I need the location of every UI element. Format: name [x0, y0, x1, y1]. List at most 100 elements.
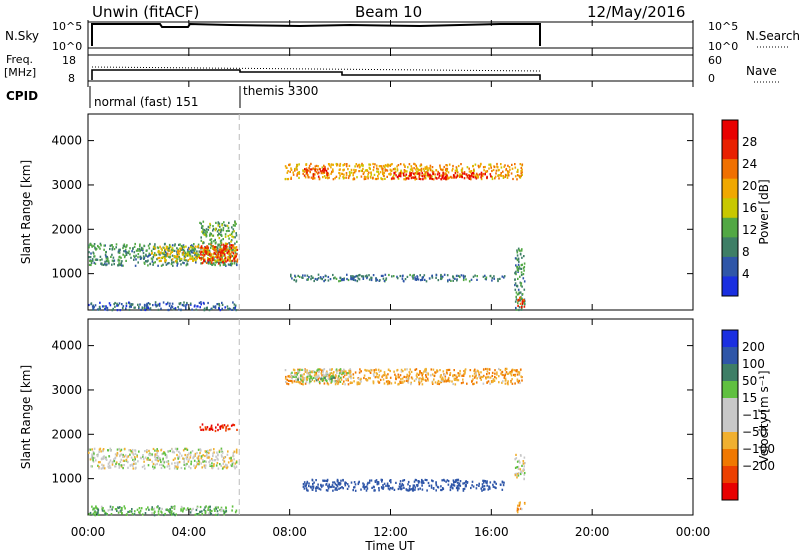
heatmap-cell: [515, 474, 518, 477]
heatmap-cell: [160, 259, 162, 262]
heatmap-cell: [297, 371, 299, 374]
heatmap-cell: [415, 168, 417, 171]
heatmap-cell: [365, 378, 368, 381]
nsearch-label: N.Search: [746, 29, 800, 43]
heatmap-cell: [294, 374, 296, 377]
heatmap-cell: [147, 305, 149, 308]
heatmap-cell: [524, 502, 526, 505]
heatmap-cell: [305, 487, 308, 490]
heatmap-cell: [501, 381, 503, 384]
heatmap-cell: [117, 511, 120, 514]
heatmap-cell: [472, 275, 475, 278]
heatmap-cell: [391, 177, 393, 180]
heatmap-cell: [449, 371, 452, 375]
heatmap-cell: [325, 489, 328, 492]
heatmap-cell: [303, 481, 306, 484]
heatmap-cell: [205, 251, 208, 254]
heatmap-cell: [125, 259, 127, 262]
heatmap-cell: [387, 487, 390, 490]
heatmap-cell: [165, 252, 168, 255]
heatmap-cell: [470, 486, 472, 490]
heatmap-cell: [427, 172, 429, 175]
heatmap-cell: [96, 454, 99, 458]
heatmap-cell: [303, 170, 306, 173]
heatmap-cell: [372, 274, 375, 277]
heatmap-cell: [443, 177, 446, 180]
heatmap-cell: [315, 485, 318, 489]
heatmap-cell: [507, 383, 509, 386]
heatmap-cell: [520, 172, 522, 175]
heatmap-cell: [490, 175, 492, 178]
heatmap-cell: [221, 467, 224, 470]
heatmap-cell: [193, 247, 195, 250]
heatmap-cell: [305, 381, 308, 384]
heatmap-cell: [163, 246, 165, 249]
heatmap-cell: [195, 508, 198, 512]
heatmap-cell: [216, 230, 219, 233]
heatmap-cell: [353, 486, 356, 489]
heatmap-cell: [145, 253, 147, 256]
heatmap-cell: [193, 454, 196, 457]
heatmap-cell: [335, 381, 338, 384]
y-tick-label: 3000: [51, 383, 82, 397]
heatmap-cell: [140, 257, 143, 260]
heatmap-cell: [232, 244, 235, 247]
heatmap-cell: [142, 454, 144, 457]
heatmap-cell: [189, 507, 192, 511]
heatmap-cell: [483, 169, 485, 172]
heatmap-cell: [216, 249, 219, 252]
heatmap-cell: [201, 466, 203, 469]
heatmap-cell: [501, 481, 504, 484]
heatmap-cell: [509, 372, 512, 375]
heatmap-cell: [522, 267, 525, 270]
heatmap-cell: [215, 261, 217, 264]
heatmap-cell: [365, 176, 367, 179]
heatmap-cell: [392, 275, 395, 278]
heatmap-cell: [208, 461, 210, 464]
heatmap-cell: [208, 452, 210, 455]
heatmap-cell: [107, 449, 110, 452]
heatmap-cell: [462, 381, 464, 384]
heatmap-cell: [176, 260, 178, 264]
heatmap-cell: [147, 456, 149, 460]
heatmap-cell: [197, 243, 200, 246]
heatmap-cell: [446, 175, 449, 178]
heatmap-cell: [158, 507, 161, 510]
heatmap-cell: [446, 274, 449, 277]
heatmap-cell: [153, 453, 156, 456]
heatmap-cell: [308, 382, 311, 385]
heatmap-cell: [387, 163, 390, 166]
heatmap-cell: [179, 247, 181, 250]
heatmap-cell: [383, 382, 386, 385]
heatmap-cell: [153, 507, 156, 510]
heatmap-cell: [178, 461, 181, 464]
heatmap-cell: [118, 248, 120, 251]
heatmap-cell: [165, 263, 168, 266]
colorbar-swatch: [722, 381, 738, 399]
heatmap-cell: [132, 458, 134, 461]
heatmap-cell: [97, 513, 99, 516]
heatmap-cell: [459, 173, 461, 176]
heatmap-cell: [296, 174, 298, 177]
heatmap-cell: [124, 454, 127, 457]
heatmap-cell: [336, 371, 338, 374]
heatmap-cell: [228, 246, 231, 249]
heatmap-cell: [382, 167, 384, 170]
heatmap-cell: [186, 301, 188, 305]
freq-label-line1: Freq.: [6, 53, 33, 66]
heatmap-cell: [180, 247, 183, 250]
heatmap-cell: [369, 370, 371, 373]
heatmap-cell: [213, 262, 215, 265]
heatmap-cell: [474, 375, 477, 378]
heatmap-cell: [124, 248, 127, 251]
heatmap-cell: [413, 162, 415, 165]
heatmap-cell: [209, 258, 212, 261]
heatmap-cell: [218, 303, 220, 306]
heatmap-cell: [304, 176, 307, 179]
heatmap-cell: [414, 178, 416, 181]
x-tick-label: 08:00: [272, 525, 307, 539]
heatmap-cell: [232, 452, 235, 455]
heatmap-cell: [293, 369, 296, 372]
heatmap-cell: [345, 481, 347, 485]
heatmap-cell: [152, 247, 155, 250]
